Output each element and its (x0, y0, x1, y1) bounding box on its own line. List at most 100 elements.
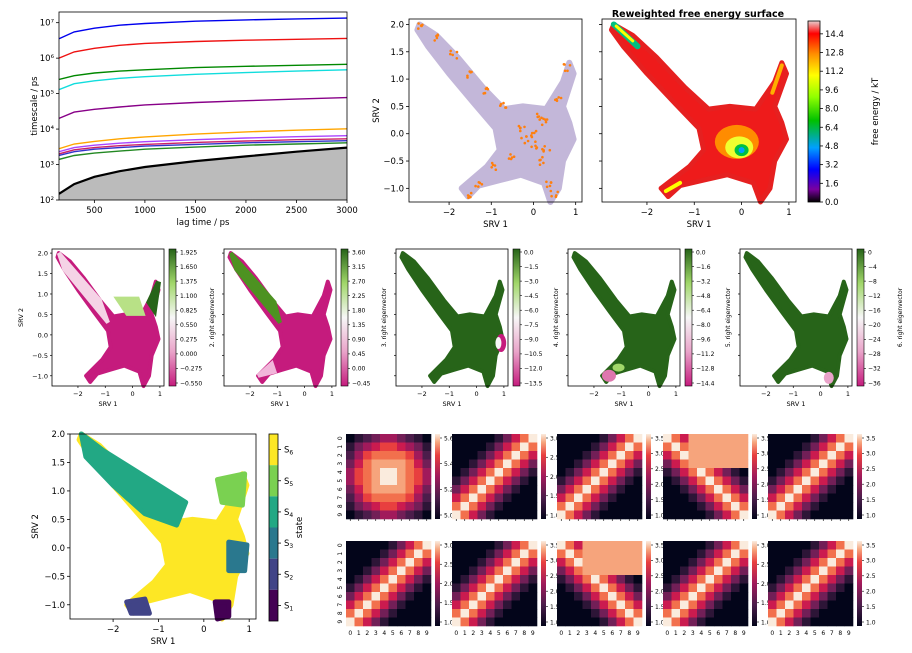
tm-cell (422, 485, 432, 494)
tm-cell (591, 476, 600, 486)
tm-cell (469, 617, 478, 627)
tm-cell (633, 609, 643, 618)
tm-cell (776, 434, 786, 443)
tm-cell (477, 459, 487, 469)
eigvec-ytick-label: 1.0 (38, 290, 48, 298)
eigvec-xtick-label: −2 (417, 390, 427, 398)
tm-cell (731, 451, 740, 460)
tm-cell (714, 617, 723, 627)
tm-cell (739, 600, 749, 610)
tm-cell (827, 502, 837, 511)
tm-cell (397, 600, 406, 610)
tm-cell (616, 558, 626, 567)
tm-cell (405, 558, 415, 567)
tm-colorbar-tick-label: 1.5 (550, 493, 560, 500)
tm-cell (688, 442, 698, 452)
tm-cell (836, 609, 845, 618)
tm-cell (680, 575, 689, 584)
tm-cell (680, 541, 689, 550)
tm-xtick-label: 9 (636, 630, 640, 637)
tm-colorbar-tick-label: 1.5 (761, 600, 771, 607)
tm-cell (776, 566, 786, 576)
tm-cell (844, 583, 854, 593)
tm-cell (371, 541, 381, 550)
eigvec-xlabel: SRV 1 (787, 400, 806, 408)
tm-xtick-label: 6 (821, 630, 825, 637)
tm-cell (565, 609, 575, 618)
eigvec-map-2-tip (146, 280, 162, 318)
tm-cell (697, 468, 706, 477)
tm-cell (528, 502, 538, 511)
srv-scatter-point (478, 181, 482, 185)
tm-cell (768, 476, 777, 486)
tm-cell (793, 459, 803, 469)
tm-cell (469, 459, 478, 469)
tm-cell (844, 541, 854, 550)
tm-cell (397, 434, 406, 443)
tm-cell (477, 468, 487, 477)
tm-cell (486, 493, 495, 503)
tm-cell (405, 566, 415, 576)
tm-cell (810, 476, 820, 486)
tm-cell (776, 468, 786, 477)
tm-cell (608, 476, 617, 486)
tm-cell (793, 566, 803, 576)
tm-cell (363, 451, 372, 460)
eigvec-colorbar-tick-label: 3.15 (352, 264, 366, 271)
srv-scatter-point (469, 191, 473, 195)
tm-cell (776, 592, 786, 601)
srv-scatter-point (545, 185, 549, 189)
tm-cell (397, 459, 406, 469)
eigvec-colorbar-tick-label: −11.2 (696, 351, 715, 358)
tm-cell (503, 541, 512, 550)
tm-cell (802, 510, 811, 520)
state-colorbar-segment (269, 434, 278, 466)
tm-cell (608, 566, 617, 576)
state-colorbar-label: S3 (284, 539, 293, 550)
tm-cell (819, 592, 828, 601)
tm-cell (663, 583, 672, 593)
tm-cell (405, 592, 415, 601)
srv-scatter-point (534, 144, 537, 148)
tm-cell (574, 502, 583, 511)
tm-cell (680, 442, 689, 452)
tm-cell (776, 510, 786, 520)
tm-cell (819, 493, 828, 503)
tm-cell (599, 451, 609, 460)
tm-cell (582, 493, 592, 503)
tm-cell (671, 442, 681, 452)
tm-cell (354, 592, 364, 601)
tm-cell (680, 485, 689, 494)
tm-cell (528, 476, 538, 486)
tm-cell (671, 493, 681, 503)
tm-cell (460, 549, 470, 559)
tm-cell (414, 609, 423, 618)
tm-cell (363, 583, 372, 593)
tm-cell (346, 617, 355, 627)
tm-cell (557, 468, 566, 477)
tm-cell (452, 575, 461, 584)
tm-ytick-label: 4 (337, 470, 344, 474)
tm-cell (574, 600, 583, 610)
tm-cell (810, 502, 820, 511)
tm-cell (705, 609, 715, 618)
tm-cell (697, 442, 706, 452)
tm-cell (371, 617, 381, 627)
srv-scatter-point (507, 157, 511, 160)
tm-xtick-label: 2 (471, 630, 475, 637)
srv-scatter-point (557, 96, 560, 99)
tm-cell (582, 541, 592, 550)
tm-cell (722, 493, 732, 503)
tm-cell (582, 549, 592, 559)
tm-cell (768, 575, 777, 584)
tm-xtick-label: 6 (716, 630, 720, 637)
tm-cell (397, 575, 406, 584)
eigvec-colorbar-label: 4. right eigenvector (553, 287, 560, 347)
tm-cell (739, 549, 749, 559)
tm-cell (354, 510, 364, 520)
tm-cell (380, 583, 389, 593)
tm-cell (827, 451, 837, 460)
tm-cell (565, 617, 575, 627)
tm-cell (785, 609, 794, 618)
eigvec-map-4 (399, 251, 505, 388)
